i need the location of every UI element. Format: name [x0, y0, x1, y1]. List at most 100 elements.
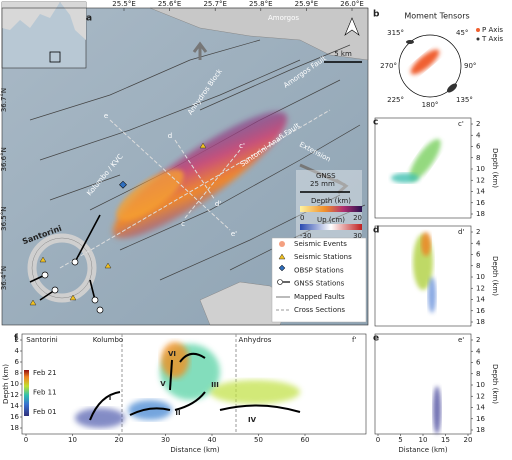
y-tick-label: 4 [476, 239, 481, 247]
y-tick-label: 16 [10, 413, 19, 421]
x-tick-label: 40 [208, 436, 217, 444]
azimuth: 270° [380, 62, 397, 70]
seismicity-cloud [433, 386, 441, 434]
profile-panel [21, 333, 367, 435]
x-tick-label: 0 [376, 436, 380, 444]
place-name: Amorgos [268, 14, 299, 22]
y-tick-label: 16 [476, 307, 485, 315]
date-label: Feb 11 [33, 389, 57, 397]
lon-label: 25.5°E [112, 0, 136, 8]
legend-symbol [278, 253, 286, 260]
seismicity-core [116, 169, 184, 221]
colorbar-label: 30 [353, 232, 362, 240]
y-tick-label: 18 [10, 424, 19, 432]
section-letter: d' [215, 200, 221, 208]
place-name: Santorini [26, 336, 57, 344]
seismicity-cloud [421, 232, 431, 256]
legend-symbol [476, 37, 480, 41]
y-axis-label: Depth (km) [491, 148, 499, 188]
inset-land [2, 2, 86, 40]
phase-label: V [160, 380, 166, 388]
legend-label: OBSP Stations [294, 266, 344, 274]
colorbar-label: -30 [300, 232, 311, 240]
caldera-rim [31, 237, 93, 299]
y-tick-label: 10 [10, 380, 19, 388]
y-tick-label: 8 [476, 370, 480, 378]
panel-title: Moment Tensors [404, 12, 469, 21]
y-tick-label: 6 [15, 358, 20, 366]
phase-label: I [109, 394, 112, 402]
legend-label: Seismic Events [294, 240, 347, 248]
y-tick-label: 12 [476, 392, 485, 400]
panel-label: b [373, 10, 380, 20]
lon-label: 25.7°E [203, 0, 227, 8]
y-tick-label: 4 [476, 347, 481, 355]
y-tick-label: 2 [15, 336, 19, 344]
p-axis-cloud [410, 49, 440, 75]
phase-label: IV [248, 416, 257, 424]
section-end: f' [352, 336, 356, 344]
panel-c-frame [374, 117, 472, 219]
colorbar-label: 20 [353, 214, 362, 222]
x-tick-label: 50 [254, 436, 263, 444]
seismicity-cloud [409, 139, 441, 181]
legend-label: P Axis [482, 26, 503, 34]
x-axis-label: Distance (km) [398, 446, 447, 454]
map-frame [1, 7, 369, 326]
extension-arrow [299, 163, 349, 195]
lat-label: 36.7°N [0, 88, 8, 112]
x-tick-label: 10 [68, 436, 77, 444]
y-tick-label: 4 [15, 347, 20, 355]
lon-label: 25.6°E [158, 0, 182, 8]
lon-label: 25.9°E [295, 0, 319, 8]
azimuth: 135° [456, 96, 473, 104]
depth-colorbar [300, 206, 362, 212]
seismicity-cloud [128, 400, 172, 420]
legend-box [271, 237, 367, 323]
y-tick-label: 2 [476, 120, 480, 128]
lon-label: 26.0°E [340, 0, 364, 8]
y-tick-label: 6 [476, 251, 481, 259]
north-arrow [344, 17, 360, 36]
seismicity-cloud [161, 342, 189, 378]
migration-arrows [89, 352, 301, 421]
inset-locator [49, 51, 61, 63]
y-tick-label: 6 [476, 359, 481, 367]
lat-label: 36.4°N [0, 266, 8, 290]
x-tick-label: 60 [301, 436, 310, 444]
legend-label: Mapped Faults [294, 293, 345, 301]
legend-label: T Axis [481, 35, 503, 43]
y-tick-label: 12 [476, 284, 485, 292]
legend-label: Cross Sections [294, 306, 345, 314]
panel-e-frame [374, 333, 472, 435]
panel-label: d [373, 226, 379, 236]
section-letter: d [168, 132, 172, 140]
y-tick-label: 2 [476, 336, 480, 344]
y-tick-label: 8 [476, 262, 480, 270]
x-tick-label: 10 [419, 436, 428, 444]
seismicity-cloud [391, 173, 419, 183]
place-name: Anhydros [239, 336, 272, 344]
y-tick-label: 16 [476, 415, 485, 423]
y-tick-label: 18 [476, 426, 485, 434]
lon-label: 25.8°E [249, 0, 273, 8]
x-tick-label: 5 [398, 436, 402, 444]
map-panel [1, 1, 369, 326]
legend-symbol [476, 28, 480, 32]
y-tick-label: 14 [10, 402, 19, 410]
x-tick-label: 0 [24, 436, 28, 444]
legend-label: Seismic Stations [294, 253, 352, 261]
y-axis-label: Depth (km) [491, 256, 499, 296]
seismic-stations [29, 142, 207, 306]
section-end: d' [458, 228, 464, 236]
section-letter: e' [231, 230, 237, 238]
y-tick-label: 4 [476, 131, 481, 139]
t-axis-cloud [406, 40, 414, 44]
date-label: Feb 21 [33, 369, 57, 377]
section-letter: c [181, 220, 185, 228]
legend-symbol [277, 279, 283, 285]
panel-d-frame [374, 225, 472, 327]
azimuth: 90° [464, 62, 476, 70]
azimuth: 45° [456, 29, 468, 37]
